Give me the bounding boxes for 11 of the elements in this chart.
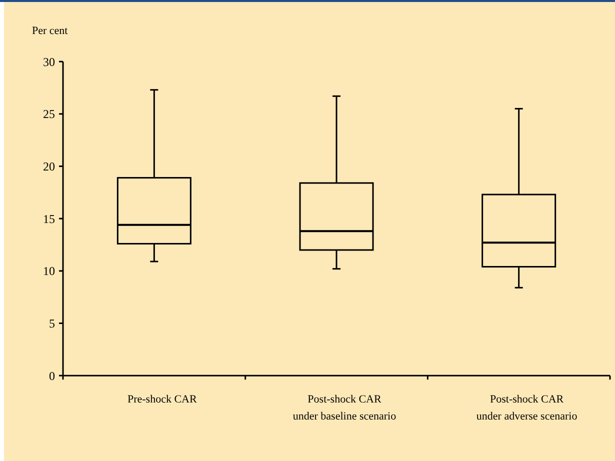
- y-tick-label: 25: [43, 107, 55, 122]
- y-tick-label: 10: [43, 264, 55, 278]
- y-axis-title: Per cent: [32, 25, 68, 37]
- x-tick-label: Post-shock CAR under baseline scenario: [292, 394, 397, 423]
- y-tick-label: 30: [43, 54, 55, 69]
- y-tick-label: 5: [49, 316, 55, 330]
- x-tick-label: Post-shock CAR under adverse scenario: [476, 394, 578, 423]
- y-tick-label: 0: [49, 368, 55, 383]
- x-tick-label: Pre-shock CAR: [127, 394, 198, 406]
- y-tick-label: 20: [43, 159, 55, 174]
- y-tick-label: 15: [43, 212, 55, 226]
